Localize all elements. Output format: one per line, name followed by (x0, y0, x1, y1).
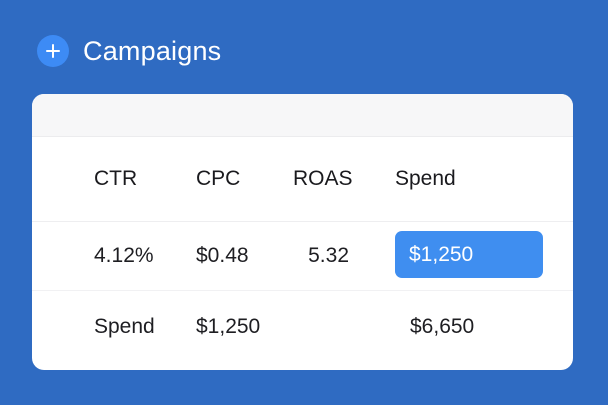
table-toolbar (32, 94, 573, 137)
summary-row: Spend $1,250 $6,650 (32, 291, 573, 363)
plus-icon (46, 44, 60, 58)
summary-label: Spend (94, 315, 155, 338)
summary-value: $1,250 (196, 315, 261, 338)
column-header-spend[interactable]: Spend (395, 167, 456, 190)
column-header-cpc[interactable]: CPC (196, 167, 241, 190)
cpc-cell: $0.48 (196, 244, 249, 267)
column-header-roas[interactable]: ROAS (293, 167, 353, 190)
page-title: Campaigns (83, 35, 222, 66)
table-row[interactable]: 4.12% $0.48 5.32 $1,250 (32, 222, 573, 291)
table-header-row: CTR CPC ROAS Spend (32, 137, 573, 222)
roas-cell: 5.32 (308, 244, 349, 267)
add-campaign-button[interactable] (37, 35, 69, 67)
summary-total-spend: $6,650 (410, 315, 475, 338)
spend-cell-selected[interactable]: $1,250 (395, 231, 543, 278)
campaigns-table-card: CTR CPC ROAS Spend 4.12% $0.48 5.32 $1,2… (32, 94, 573, 370)
column-header-ctr[interactable]: CTR (94, 167, 138, 190)
page-header: Campaigns (37, 34, 221, 68)
ctr-cell: 4.12% (94, 244, 154, 267)
